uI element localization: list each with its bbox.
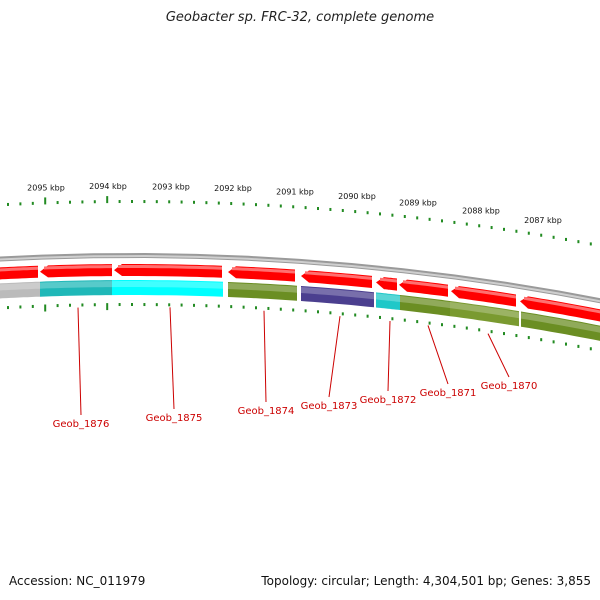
- gene-arrow-highlight: [524, 296, 600, 314]
- gene-label: Geob_1876: [53, 419, 110, 430]
- gene-leader-line: [77, 307, 82, 416]
- cds-block-highlight: [112, 281, 223, 289]
- kbp-label: 2089 kbp: [399, 198, 437, 207]
- gene-leader-line: [427, 325, 449, 385]
- gene-arrow: [520, 296, 600, 322]
- kbp-label: 2090 kbp: [338, 192, 376, 201]
- cds-block-highlight: [228, 283, 297, 293]
- cds-block: [301, 286, 374, 308]
- kbp-label: 2092 kbp: [214, 184, 252, 193]
- cds-block: [112, 280, 223, 297]
- cds-block: [228, 282, 297, 301]
- cds-block: [450, 301, 519, 327]
- gene-label: Geob_1874: [238, 406, 295, 417]
- gene-arrow-highlight: [455, 286, 516, 299]
- gene-track: [0, 264, 600, 322]
- cds-block: [376, 292, 400, 310]
- gene-arrow-highlight: [44, 265, 112, 270]
- kbp-label: 2095 kbp: [27, 183, 65, 192]
- gene-arrow-highlight: [305, 271, 372, 280]
- genome-summary-text: Topology: circular; Length: 4,304,501 bp…: [261, 574, 591, 588]
- cds-block: [400, 295, 450, 317]
- cds-block-highlight: [0, 282, 40, 291]
- gene-arrow-highlight: [232, 267, 295, 274]
- gene-leader-line: [387, 321, 391, 392]
- gene-arrow-highlight: [0, 266, 38, 272]
- cds-block-highlight: [376, 293, 400, 302]
- cds-block-highlight: [301, 287, 374, 300]
- gene-label: Geob_1875: [146, 413, 203, 424]
- gene-leader-line: [487, 333, 510, 378]
- cds-block-highlight: [521, 312, 600, 333]
- cds-block-highlight: [450, 302, 519, 319]
- gene-arrow-highlight: [403, 280, 448, 289]
- gene-label: Geob_1870: [481, 381, 538, 392]
- tick-marks: [7, 196, 592, 351]
- kbp-label: 2087 kbp: [524, 216, 562, 225]
- gene-label: Geob_1871: [420, 388, 477, 399]
- cds-block: [0, 281, 40, 299]
- kbp-label: 2093 kbp: [152, 182, 190, 191]
- cds-block: [521, 311, 600, 341]
- map-title: Geobacter sp. FRC-32, complete genome: [165, 10, 435, 25]
- gene-arrow-highlight: [380, 277, 397, 283]
- kbp-label: 2088 kbp: [462, 206, 500, 215]
- gene-arrow-highlight: [118, 265, 222, 270]
- genome-backbone: [0, 253, 600, 304]
- cds-block-highlight: [400, 296, 450, 309]
- accession-text: Accession: NC_011979: [9, 574, 146, 588]
- gene-leader-line: [328, 316, 341, 398]
- kbp-labels: 2095 kbp 2094 kbp 2093 kbp 2092 kbp 2091 kbp…: [27, 182, 562, 225]
- gene-leader-line: [263, 310, 267, 403]
- gene-label: Geob_1872: [360, 395, 417, 406]
- gene-label: Geob_1873: [301, 401, 358, 412]
- kbp-label: 2091 kbp: [276, 187, 314, 196]
- cds-track: [0, 280, 600, 341]
- gene-leader-line: [169, 307, 175, 410]
- kbp-label: 2094 kbp: [89, 182, 127, 191]
- cds-block-highlight: [40, 281, 112, 289]
- cds-block: [40, 280, 112, 297]
